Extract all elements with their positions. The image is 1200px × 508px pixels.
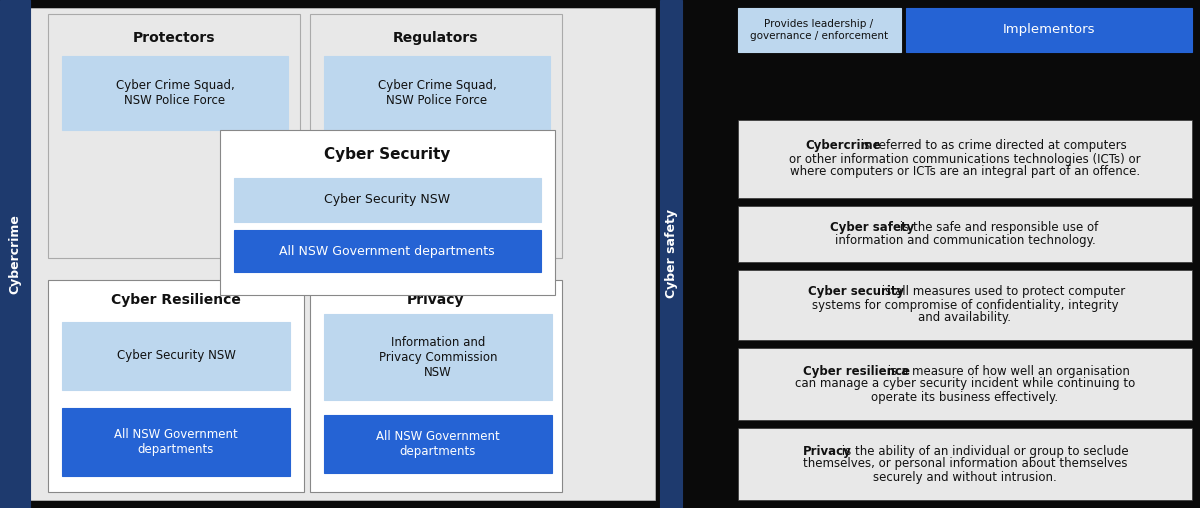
Text: Cyber Security: Cyber Security bbox=[324, 147, 450, 163]
Bar bbox=[660, 0, 682, 508]
Bar bbox=[310, 14, 562, 258]
Text: Cyber resilience: Cyber resilience bbox=[803, 365, 910, 377]
Text: Cyber Security NSW: Cyber Security NSW bbox=[324, 194, 450, 206]
Text: Cyber safety: Cyber safety bbox=[665, 209, 678, 299]
Text: All NSW Government
departments: All NSW Government departments bbox=[114, 428, 238, 456]
Bar bbox=[738, 206, 1192, 262]
Text: information and communication technology.: information and communication technology… bbox=[835, 234, 1096, 247]
Text: can manage a cyber security incident while continuing to: can manage a cyber security incident whi… bbox=[794, 377, 1135, 391]
Bar bbox=[62, 56, 288, 130]
Text: where computers or ICTs are an integral part of an offence.: where computers or ICTs are an integral … bbox=[790, 166, 1140, 178]
Text: Provides leadership /
governance / enforcement: Provides leadership / governance / enfor… bbox=[750, 19, 888, 41]
Bar bbox=[62, 408, 290, 476]
Bar bbox=[738, 120, 1192, 198]
Text: operate its business effectively.: operate its business effectively. bbox=[871, 391, 1058, 403]
Text: Implementors: Implementors bbox=[1003, 23, 1096, 37]
Text: is the ability of an individual or group to seclude: is the ability of an individual or group… bbox=[839, 444, 1129, 458]
Text: Information and
Privacy Commission
NSW: Information and Privacy Commission NSW bbox=[379, 335, 497, 378]
Text: Cybercrime: Cybercrime bbox=[8, 214, 22, 294]
Text: themselves, or personal information about themselves: themselves, or personal information abou… bbox=[803, 458, 1127, 470]
Bar bbox=[48, 280, 304, 492]
Text: is a measure of how well an organisation: is a measure of how well an organisation bbox=[884, 365, 1130, 377]
Bar bbox=[48, 14, 300, 258]
Text: or other information communications technologies (ICTs) or: or other information communications tech… bbox=[790, 152, 1141, 166]
Text: Cyber Crime Squad,
NSW Police Force: Cyber Crime Squad, NSW Police Force bbox=[378, 79, 497, 107]
Bar bbox=[324, 314, 552, 400]
Bar bbox=[234, 178, 541, 222]
Bar bbox=[906, 8, 1192, 52]
Text: systems for compromise of confidentiality, integrity: systems for compromise of confidentialit… bbox=[811, 299, 1118, 311]
Bar bbox=[30, 8, 655, 500]
Bar bbox=[738, 270, 1192, 340]
Text: Privacy: Privacy bbox=[803, 444, 852, 458]
Text: Privacy: Privacy bbox=[407, 293, 464, 307]
Bar bbox=[738, 8, 901, 52]
Bar bbox=[324, 415, 552, 473]
Text: Protectors: Protectors bbox=[133, 31, 215, 45]
Bar bbox=[220, 130, 554, 295]
Bar bbox=[0, 0, 30, 508]
Text: is the safe and responsible use of: is the safe and responsible use of bbox=[895, 221, 1098, 234]
Text: All NSW Government
departments: All NSW Government departments bbox=[376, 430, 500, 458]
Bar bbox=[62, 322, 290, 390]
Text: Cyber Resilience: Cyber Resilience bbox=[112, 293, 241, 307]
Text: is referred to as crime directed at computers: is referred to as crime directed at comp… bbox=[857, 140, 1127, 152]
Text: Cybercrime: Cybercrime bbox=[805, 140, 881, 152]
Text: Cyber safety: Cyber safety bbox=[830, 221, 914, 234]
Bar bbox=[738, 428, 1192, 500]
Bar bbox=[234, 230, 541, 272]
Text: and availability.: and availability. bbox=[918, 311, 1012, 325]
Text: Cyber Security NSW: Cyber Security NSW bbox=[116, 350, 235, 363]
Bar bbox=[310, 280, 562, 492]
Text: securely and without intrusion.: securely and without intrusion. bbox=[874, 470, 1057, 484]
Text: Cyber security: Cyber security bbox=[809, 285, 905, 299]
Text: Regulators: Regulators bbox=[394, 31, 479, 45]
Text: Cyber Crime Squad,
NSW Police Force: Cyber Crime Squad, NSW Police Force bbox=[115, 79, 234, 107]
Bar bbox=[738, 348, 1192, 420]
Text: All NSW Government departments: All NSW Government departments bbox=[280, 244, 494, 258]
Bar bbox=[324, 56, 550, 130]
Text: is all measures used to protect computer: is all measures used to protect computer bbox=[878, 285, 1126, 299]
